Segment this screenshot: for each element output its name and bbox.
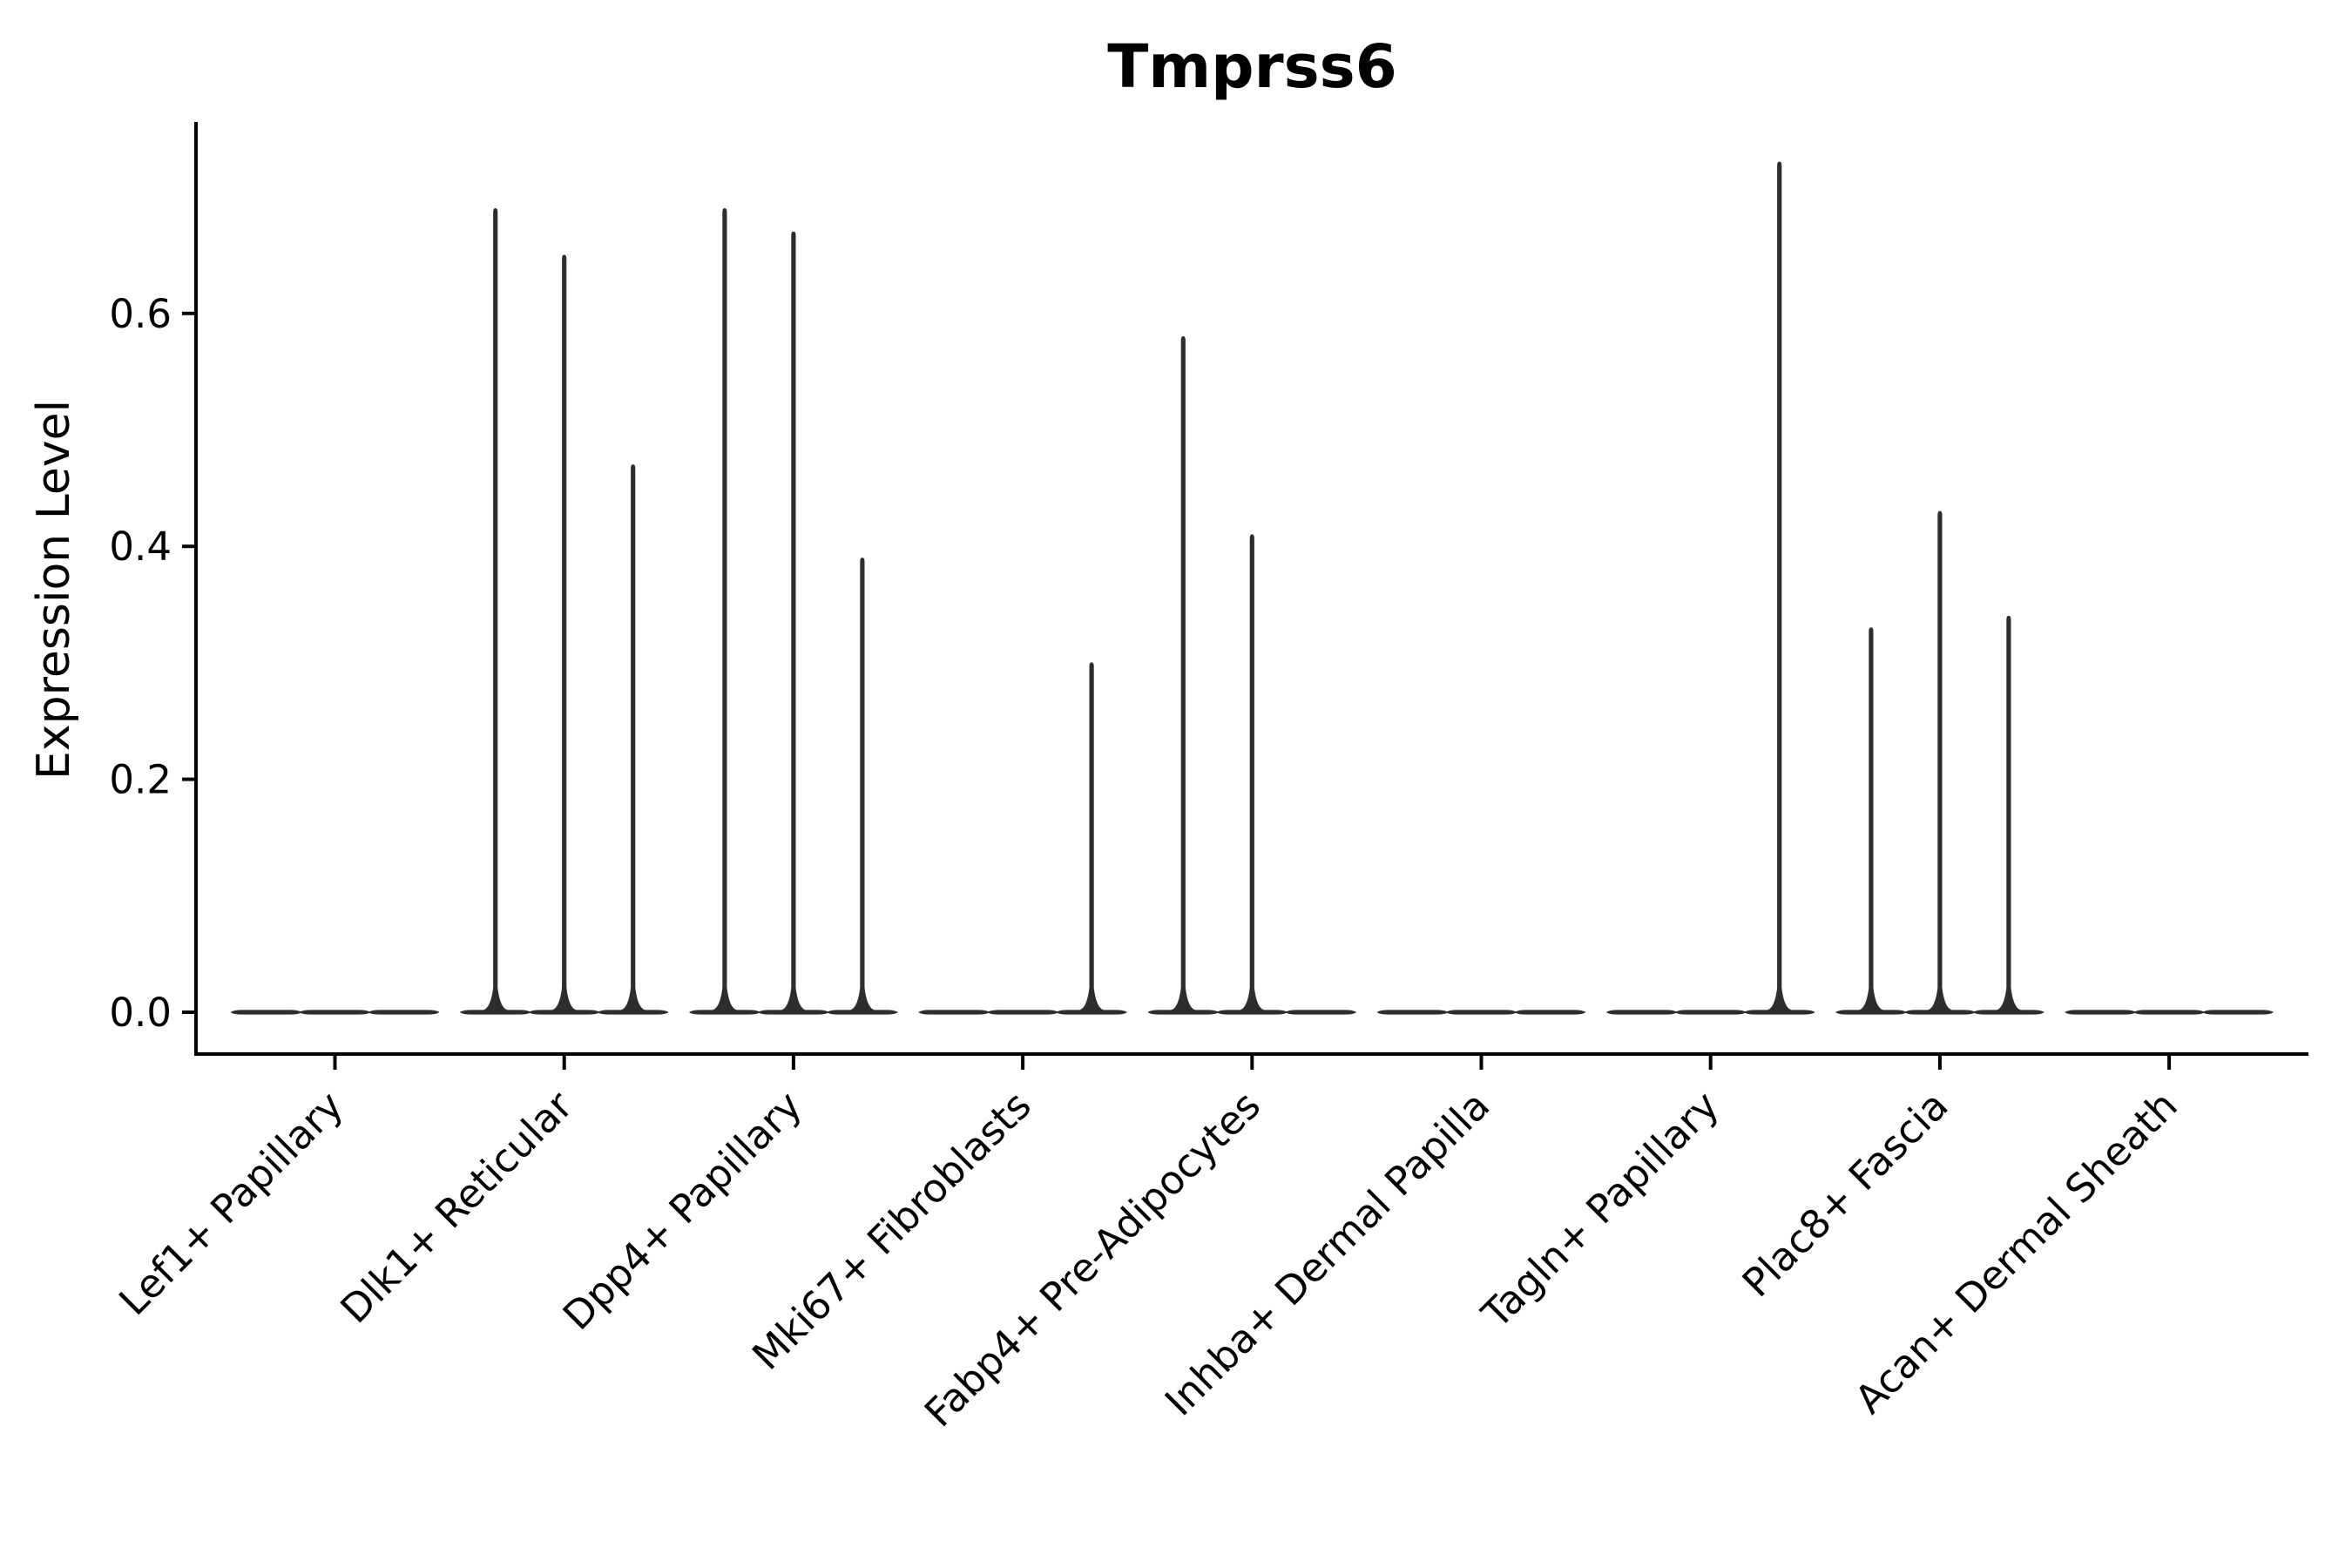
violin: [1056, 662, 1127, 1015]
violin: [1147, 336, 1219, 1015]
violin: [598, 464, 669, 1015]
violin: [231, 1010, 301, 1015]
violin: [1744, 161, 1815, 1015]
x-tick-label: Lef1+ Papillary: [110, 1082, 352, 1324]
violin: [2065, 1010, 2136, 1015]
violin: [300, 1010, 370, 1015]
chart-title: Tmprss6: [1107, 32, 1397, 102]
violin: [758, 231, 829, 1015]
violin: [2202, 1010, 2274, 1015]
x-tick-label: Tagln+ Papillary: [1472, 1082, 1727, 1337]
x-tick-label: Dlk1+ Reticular: [332, 1082, 582, 1332]
violin: [2133, 1010, 2205, 1015]
violin: [1285, 1010, 1356, 1015]
violin: [1606, 1010, 1678, 1015]
violin: [689, 207, 760, 1015]
violin: [918, 1010, 990, 1015]
violin: [987, 1010, 1058, 1015]
y-tick-label: 0.0: [109, 990, 172, 1036]
y-tick-label: 0.6: [109, 291, 172, 337]
violin: [1446, 1010, 1517, 1015]
violin: [1904, 510, 1976, 1015]
x-tick-label: Plac8+ Fascia: [1734, 1082, 1957, 1306]
violin: [529, 254, 600, 1015]
violin: [1835, 627, 1907, 1015]
violin: [1973, 615, 2044, 1015]
violin: [1216, 534, 1288, 1015]
violin: [1675, 1010, 1747, 1015]
x-tick-label: Dpp4+ Papillary: [554, 1082, 811, 1339]
y-tick-label: 0.2: [109, 757, 172, 803]
violin: [368, 1010, 439, 1015]
violin: [827, 558, 898, 1015]
violin: [460, 207, 531, 1015]
violin: [1377, 1010, 1448, 1015]
y-tick-label: 0.4: [109, 524, 172, 570]
violin: [1515, 1010, 1585, 1015]
